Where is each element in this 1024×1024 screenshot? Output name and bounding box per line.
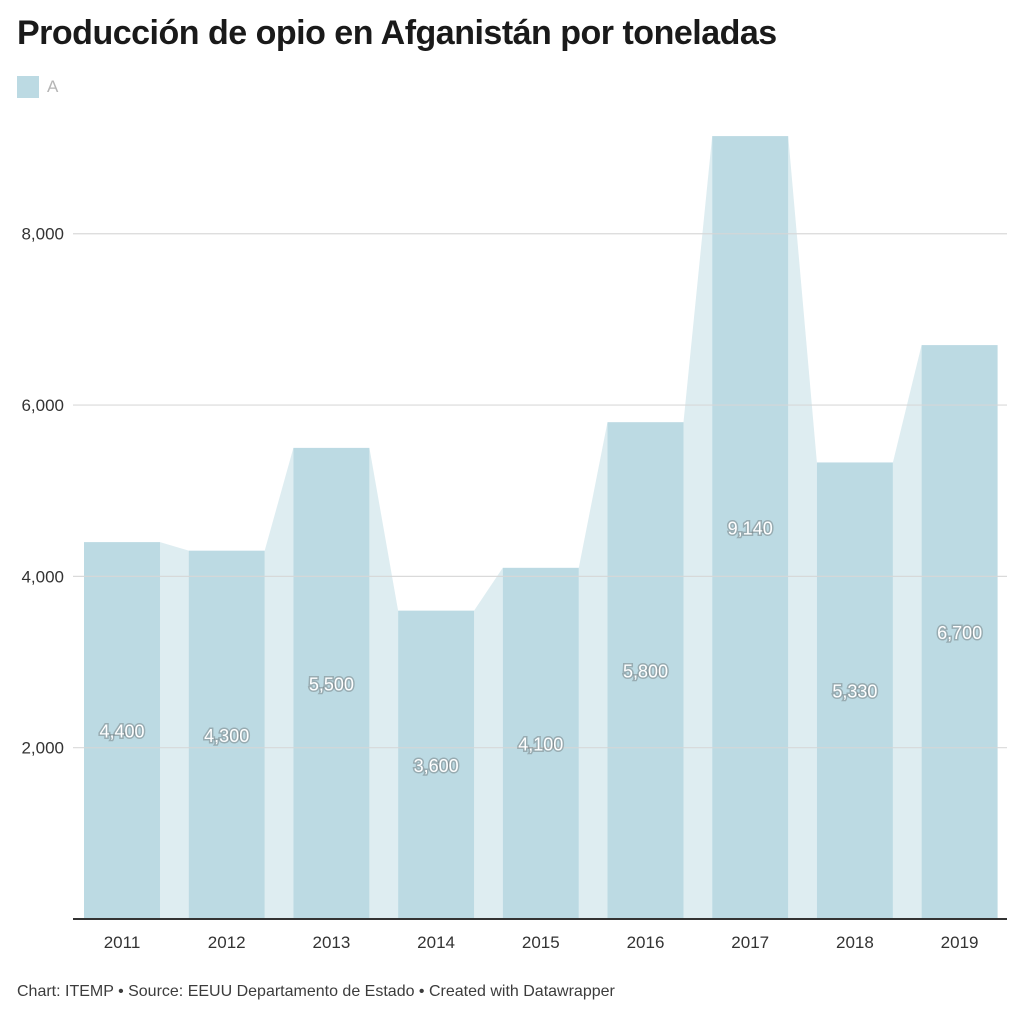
data-label: 3,600: [414, 756, 459, 776]
bar-2014: [398, 610, 475, 919]
chart-footer: Chart: ITEMP • Source: EEUU Departamento…: [17, 983, 615, 1000]
chart-title: Producción de opio en Afganistán por ton…: [17, 14, 777, 52]
legend-swatch: [17, 76, 39, 98]
x-tick-label: 2015: [522, 933, 560, 952]
bar-2017: [712, 136, 789, 919]
y-tick-label: 2,000: [21, 739, 64, 758]
connector-area: [474, 567, 503, 919]
x-tick-label: 2012: [208, 933, 246, 952]
connector-area: [683, 136, 713, 919]
y-tick-label: 8,000: [21, 225, 64, 244]
connector-area: [264, 447, 294, 919]
connector-area: [578, 422, 608, 919]
x-tick-label: 2011: [104, 933, 141, 952]
bar-2018: [816, 462, 893, 919]
data-label: 5,330: [832, 682, 877, 702]
data-label: 4,300: [204, 726, 249, 746]
bar-2013: [293, 447, 370, 919]
data-label: 6,700: [937, 623, 982, 643]
x-tick-label: 2013: [312, 933, 350, 952]
x-tick-label: 2014: [417, 933, 455, 952]
y-tick-label: 6,000: [21, 396, 64, 415]
connector-area: [369, 447, 399, 919]
data-label: 4,400: [99, 722, 144, 742]
data-label: 5,800: [623, 662, 668, 682]
bar-2015: [502, 567, 579, 919]
data-label: 5,500: [309, 674, 354, 694]
legend-label: A: [47, 77, 59, 96]
x-tick-label: 2017: [731, 933, 769, 952]
connector-area: [892, 345, 922, 919]
connector-area: [160, 542, 189, 919]
bar-2012: [188, 550, 265, 919]
y-tick-label: 4,000: [21, 567, 64, 586]
legend: A: [17, 76, 58, 98]
x-tick-label: 2016: [627, 933, 665, 952]
bar-2019: [921, 345, 998, 919]
data-label: 4,100: [518, 734, 563, 754]
data-label: 9,140: [728, 519, 773, 539]
bar-2011: [84, 542, 160, 919]
x-tick-label: 2018: [836, 933, 874, 952]
bar-2016: [607, 422, 684, 919]
connector-area: [788, 136, 817, 919]
x-tick-label: 2019: [941, 933, 979, 952]
